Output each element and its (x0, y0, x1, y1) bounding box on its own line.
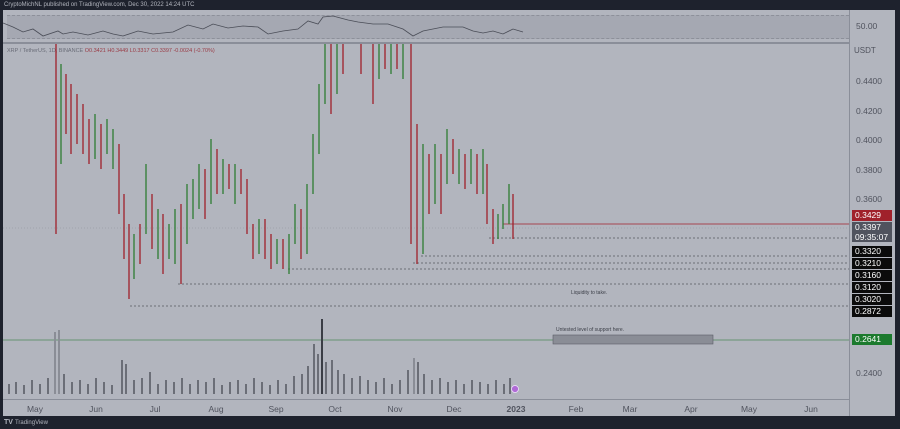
prev-close-tag: 0.3429 (852, 210, 892, 221)
time-label-may-2023: May (740, 404, 758, 414)
liquidity-note: Liquidity to take. (571, 290, 608, 296)
time-label-jun-2023: Jun (804, 404, 818, 414)
tick-0.4000: 0.4000 (856, 135, 882, 145)
rsi-band (7, 15, 849, 39)
level-tag-0.3020: 0.3020 (852, 294, 892, 305)
ohlc-close: C0.3397 (151, 48, 172, 54)
time-label-sep: Sep (268, 404, 284, 414)
level-tag-0.3320: 0.3320 (852, 246, 892, 257)
price-chart[interactable]: XRP / TetherUS, 1D, BINANCE O0.3421 H0.3… (3, 44, 849, 399)
ohlc-change: -0.0024 (-0.70%) (173, 48, 215, 54)
rsi-pane[interactable] (3, 10, 849, 44)
ohlc-low: L0.3317 (129, 48, 150, 54)
time-label-mar: Mar (622, 404, 638, 414)
level-tag-0.3160: 0.3160 (852, 270, 892, 281)
tradingview-logo[interactable]: TV TradingView (4, 419, 48, 426)
rsi-line (3, 15, 524, 37)
ohlc-high: H0.3449 (107, 48, 129, 54)
publish-attribution: CryptoMichNL published on TradingView.co… (4, 2, 195, 8)
volume-bars (8, 319, 511, 394)
support-note: Untested level of support here. (556, 327, 625, 333)
tick-0.3600: 0.3600 (856, 194, 882, 204)
time-label-oct: Oct (328, 404, 342, 414)
symbol-name: XRP / TetherUS, 1D, BINANCE (7, 48, 84, 54)
candlestick-series (3, 44, 849, 394)
time-label-may: May (26, 404, 44, 414)
tick-0.3800: 0.3800 (856, 165, 882, 175)
ohlc-open: O0.3421 (84, 48, 106, 54)
tick-0.2400: 0.2400 (856, 368, 882, 378)
time-label-jun: Jun (89, 404, 103, 414)
time-label-apr: Apr (684, 404, 698, 414)
level-tag-0.2872: 0.2872 (852, 306, 892, 317)
level-tag-0.3120: 0.3120 (852, 282, 892, 293)
bar-countdown: 09:35:07 (855, 232, 889, 242)
time-label-2023: 2023 (506, 404, 526, 414)
tick-0.4200: 0.4200 (856, 106, 882, 116)
time-label-dec: Dec (446, 404, 462, 414)
time-label-nov: Nov (387, 404, 403, 414)
level-tag-0.3210: 0.3210 (852, 258, 892, 269)
time-label-aug: Aug (208, 404, 224, 414)
symbol-legend: XRP / TetherUS, 1D, BINANCE O0.3421 H0.3… (7, 48, 215, 54)
rsi-level-label: 50.00 (856, 21, 878, 31)
tv-logo-icon: TV (4, 419, 13, 426)
brand-name: TradingView (14, 420, 48, 426)
time-axis[interactable]: May Jun Jul Aug Sep Oct Nov Dec 2023 Feb… (3, 399, 849, 417)
last-price-tag: 0.3397 09:35:07 (852, 222, 892, 242)
price-axis[interactable]: 50.00 USDT 0.4400 0.4200 0.4000 0.3800 0… (849, 10, 896, 416)
last-price-value: 0.3397 (855, 222, 881, 232)
chart-frame: XRP / TetherUS, 1D, BINANCE O0.3421 H0.3… (3, 10, 895, 416)
tick-0.4400: 0.4400 (856, 76, 882, 86)
currency-label: USDT (854, 46, 876, 55)
support-zone (552, 334, 714, 345)
event-marker (511, 385, 519, 393)
support-tag: 0.2641 (852, 334, 892, 345)
time-label-jul: Jul (149, 404, 161, 414)
time-label-feb: Feb (568, 404, 584, 414)
